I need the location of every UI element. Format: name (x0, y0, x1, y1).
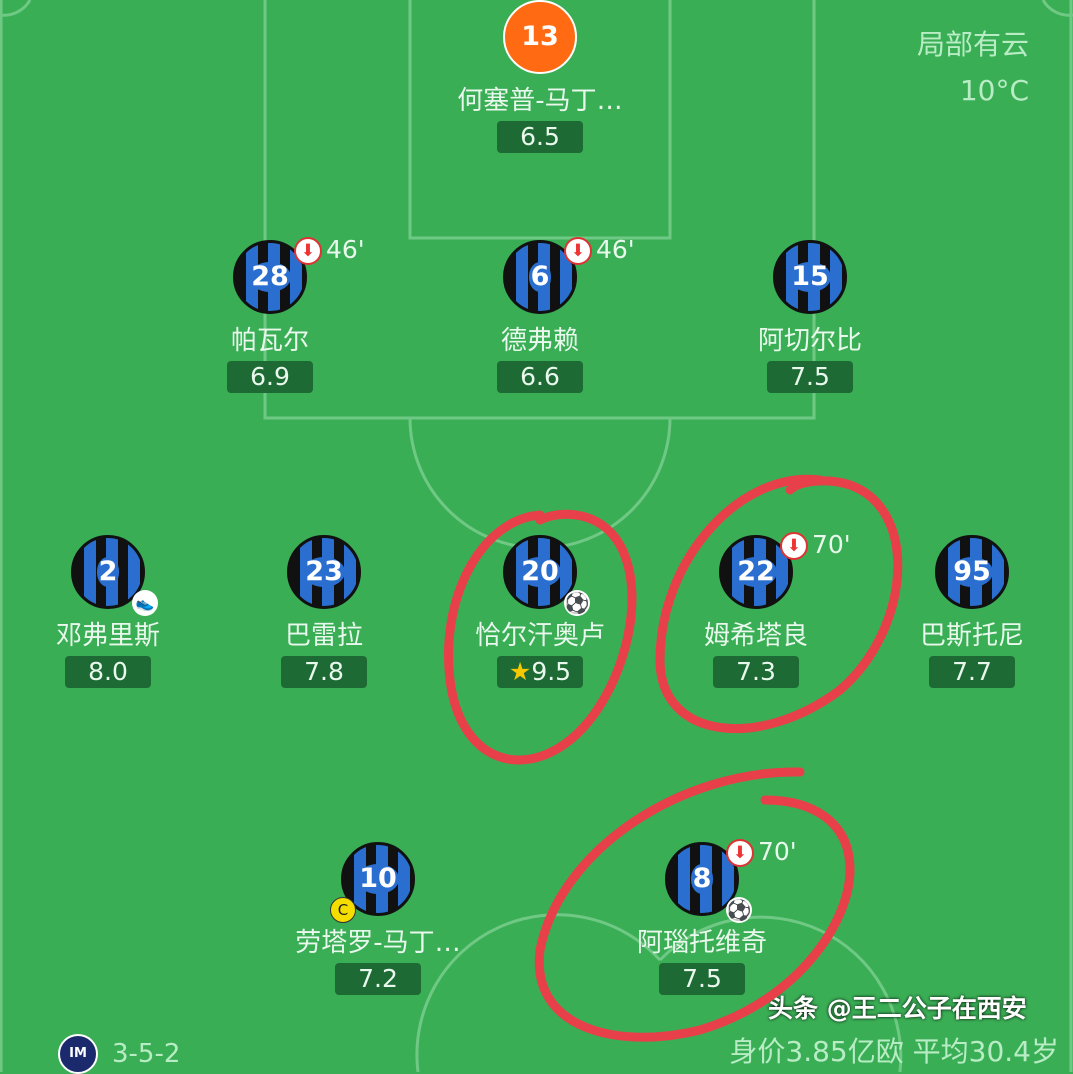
player-name: 劳塔罗-马丁… (295, 928, 461, 958)
shirt-icon: 8 ⬇ 70' ⚽ (665, 837, 797, 923)
rating-badge: 7.3 (713, 656, 799, 688)
shirt-icon: 28 ⬇ 46' (233, 235, 365, 314)
shirt-icon: 6 ⬇ 46' (503, 235, 635, 314)
weather-condition: 局部有云 (916, 28, 1029, 61)
player-28[interactable]: 28 ⬇ 46' 帕瓦尔 6.9 (170, 235, 370, 393)
watermark: 头条 @王二公子在西安 (768, 994, 1027, 1023)
rating-badge: 6.6 (497, 361, 583, 393)
rating-badge: 7.8 (281, 656, 367, 688)
rating-badge: 8.0 (65, 656, 151, 688)
shirt-number: 6 (528, 261, 552, 292)
shirt-icon: 10 C (330, 842, 415, 923)
player-name: 巴雷拉 (284, 621, 363, 651)
sub-out-icon: ⬇ (294, 237, 322, 265)
player-name: 恰尔汗奥卢 (474, 621, 605, 651)
rating-value: 6.6 (520, 362, 560, 391)
sub-out-icon: ⬇ (780, 532, 808, 560)
sub-time: 46' (596, 235, 635, 264)
goal-ball-icon: ⚽ (726, 897, 752, 923)
player-6[interactable]: 6 ⬇ 46' 德弗赖 6.6 (440, 235, 640, 393)
captain-badge: C (330, 897, 356, 923)
assist-boot-icon: 👟 (132, 590, 158, 616)
player-name: 帕瓦尔 (230, 326, 309, 356)
shirt-icon: 23 (287, 535, 361, 609)
rating-badge: ★9.5 (497, 656, 583, 688)
player-name: 巴斯托尼 (919, 621, 1024, 651)
rating-value: 9.5 (531, 657, 572, 686)
player-name: 德弗赖 (500, 326, 579, 356)
shirt-number: 23 (303, 556, 345, 587)
player-2[interactable]: 2 👟 邓弗里斯 8.0 (8, 535, 208, 688)
weather-info: 局部有云 10°C (917, 22, 1029, 114)
sub-time: 70' (812, 530, 851, 559)
player-20[interactable]: 20 ⚽ 恰尔汗奥卢 ★9.5 (440, 535, 640, 688)
rating-badge: 7.5 (659, 963, 745, 995)
temperature: 10°C (959, 74, 1029, 107)
player-name: 邓弗里斯 (55, 621, 160, 651)
sub-time: 46' (326, 235, 365, 264)
formation-label: 3-5-2 (112, 1039, 181, 1069)
rating-value: 8.0 (88, 657, 128, 686)
shirt-number: 22 (735, 556, 777, 587)
player-23[interactable]: 23 巴雷拉 7.8 (224, 535, 424, 688)
shirt-number: 10 (357, 863, 399, 894)
player-10[interactable]: 10 C 劳塔罗-马丁… 7.2 (278, 842, 478, 995)
formation-bar: ⅠM 3-5-2 (58, 1034, 180, 1074)
rating-value: 7.5 (790, 362, 830, 391)
goal-ball-icon: ⚽ (564, 590, 590, 616)
rating-value: 7.8 (304, 657, 344, 686)
shirt-icon: 95 (935, 535, 1009, 609)
rating-badge: 7.2 (335, 963, 421, 995)
player-8[interactable]: 8 ⬇ 70' ⚽ 阿瑙托维奇 7.5 (602, 837, 802, 995)
player-95[interactable]: 95 巴斯托尼 7.7 (872, 535, 1072, 688)
sub-out-icon: ⬇ (564, 237, 592, 265)
shirt-icon: 2 👟 (71, 535, 158, 616)
rating-value: 6.9 (250, 362, 290, 391)
rating-value: 7.7 (952, 657, 992, 686)
sub-out-icon: ⬇ (726, 839, 754, 867)
shirt-number: 95 (951, 556, 993, 587)
shirt-number: 13 (521, 21, 559, 52)
shirt-number: 15 (789, 261, 831, 292)
shirt-icon: 13 (503, 0, 577, 74)
team-logo-icon: ⅠM (58, 1034, 98, 1074)
rating-badge: 6.5 (497, 121, 583, 153)
rating-badge: 6.9 (227, 361, 313, 393)
player-22[interactable]: 22 ⬇ 70' 姆希塔良 7.3 (656, 530, 856, 688)
player-name: 阿切尔比 (757, 326, 862, 356)
player-name: 阿瑙托维奇 (636, 928, 767, 958)
shirt-number: 28 (249, 261, 291, 292)
shirt-number: 2 (96, 556, 120, 587)
shirt-number: 8 (690, 863, 714, 894)
shirt-number: 20 (519, 556, 561, 587)
player-name: 何塞普-马丁… (457, 86, 623, 116)
rating-badge: 7.5 (767, 361, 853, 393)
player-15[interactable]: 15 阿切尔比 7.5 (710, 240, 910, 393)
rating-value: 6.5 (520, 122, 560, 151)
rating-badge: 7.7 (929, 656, 1015, 688)
squad-value: 身价3.85亿欧 平均30.4岁 (729, 1035, 1059, 1068)
sub-time: 70' (758, 837, 797, 866)
shirt-icon: 20 ⚽ (503, 535, 590, 616)
player-name: 姆希塔良 (703, 621, 808, 651)
shirt-icon: 22 ⬇ 70' (719, 530, 851, 609)
star-icon: ★ (508, 657, 532, 686)
player-13[interactable]: 13 何塞普-马丁… 6.5 (440, 0, 640, 153)
shirt-icon: 15 (773, 240, 847, 314)
rating-value: 7.2 (358, 964, 398, 993)
rating-value: 7.5 (682, 964, 722, 993)
rating-value: 7.3 (736, 657, 776, 686)
